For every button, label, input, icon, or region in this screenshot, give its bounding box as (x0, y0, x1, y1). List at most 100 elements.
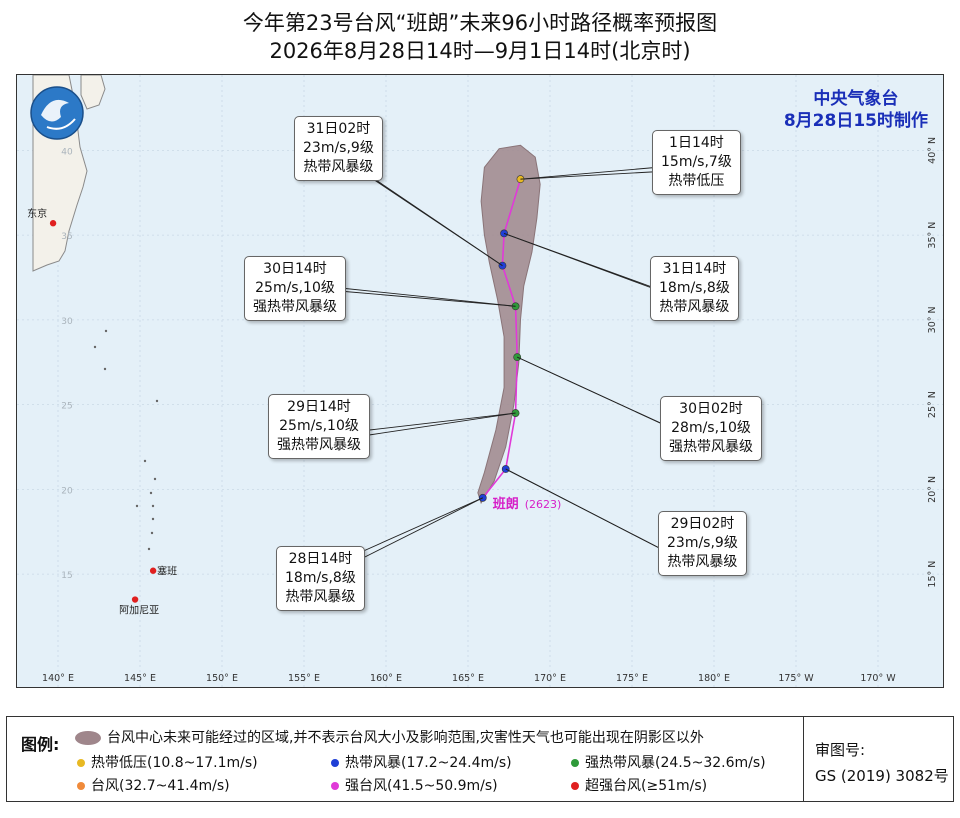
legend-item-label: 强热带风暴(24.5~32.6m/s) (585, 755, 766, 771)
lat-tick-label-left: 20 (61, 486, 73, 496)
ocean (17, 75, 943, 687)
island-mark (103, 367, 107, 371)
island-mark (143, 459, 147, 463)
map-subtitle: 2026年8月28日14时—9月1日14时(北京时) (269, 39, 691, 63)
callout-31d14h: 31日14时 18m/s,8级 热带风暴级 (650, 256, 739, 321)
typhoon-name-label: 班朗 (493, 496, 519, 512)
callout-time: 28日14时 (288, 551, 353, 567)
legend-item-label: 热带风暴(17.2~24.4m/s) (345, 755, 512, 771)
lat-tick-label: 25° N (927, 391, 938, 418)
callout-wind: 25m/s,10级 (255, 280, 335, 296)
leader-line (368, 412, 516, 436)
callout-category: 热带风暴级 (659, 299, 730, 315)
probability-cone (477, 144, 541, 505)
leader-line (330, 286, 516, 307)
callout-31d02h: 31日02时 23m/s,9级 热带风暴级 (294, 116, 383, 181)
lon-tick-label: 175° E (616, 673, 648, 684)
lon-tick-label: 170° W (860, 673, 896, 684)
lon-tick-label: 145° E (124, 673, 156, 684)
legend-item: 超强台风(≥51m/s) (571, 775, 707, 795)
callout-time: 1日14时 (669, 135, 724, 151)
lat-tick-label: 35° N (927, 222, 938, 249)
callout-time: 29日14时 (287, 399, 351, 415)
place-marker (49, 220, 57, 227)
legend-item: 强热带风暴(24.5~32.6m/s) (571, 752, 766, 772)
dot-icon (331, 759, 339, 767)
callout-wind: 28m/s,10级 (671, 420, 751, 436)
lat-tick-label-left: 40 (61, 147, 73, 157)
callout-time: 31日14时 (662, 261, 727, 277)
place-marker (131, 596, 139, 603)
hokkaido-land (80, 75, 106, 110)
island-mark (135, 504, 139, 508)
dot-icon (571, 759, 579, 767)
legend-shade-row: 台风中心未来可能经过的区域,并不表示台风大小及影响范围,灾害性天气也可能出现在阴… (75, 727, 704, 747)
legend-item: 热带风暴(17.2~24.4m/s) (331, 752, 512, 772)
callout-wind: 18m/s,8级 (285, 570, 356, 586)
track-line (482, 178, 522, 499)
place-label: 阿加尼亚 (119, 605, 159, 617)
lon-tick-label: 180° E (698, 673, 730, 684)
cma-logo-icon (41, 99, 69, 122)
legend-panel: 图例: 台风中心未来可能经过的区域,并不表示台风大小及影响范围,灾害性天气也可能… (6, 716, 954, 802)
leader-line (338, 290, 516, 307)
lat-tick-label: 20° N (927, 476, 938, 503)
island-mark (104, 329, 108, 333)
leader-line (505, 468, 674, 556)
place-label: 塞班 (157, 565, 177, 578)
lat-tick-label-left: 30 (61, 317, 73, 327)
callout-30d02h: 30日02时 28m/s,10级 强热带风暴级 (660, 396, 762, 461)
agency-name: 中央气象台 (813, 89, 899, 109)
lat-tick-label-left: 25 (61, 402, 72, 412)
approval-label: 审图号: (815, 741, 866, 759)
island-mark (93, 345, 97, 349)
legend-item: 热带低压(10.8~17.1m/s) (77, 752, 258, 772)
callout-category: 热带风暴级 (667, 554, 738, 570)
map-frame: 班朗 (2623) 东京 塞班 阿加尼亚 140° E 145° E 150° E 155° E… (16, 74, 944, 688)
callout-wind: 23m/s,9级 (303, 140, 374, 156)
map-title: 今年第23号台风“班朗”未来96小时路径概率预报图 (242, 11, 718, 35)
callout-29d14h: 29日14时 25m/s,10级 强热带风暴级 (268, 394, 370, 459)
island-mark (155, 399, 159, 403)
typhoon-code-label: (2623) (525, 498, 562, 511)
cma-logo-icon (46, 118, 76, 130)
leader-line (360, 412, 516, 432)
callout-category: 强热带风暴级 (669, 439, 753, 455)
callout-category: 强热带风暴级 (253, 299, 337, 315)
callout-category: 热带低压 (668, 173, 725, 189)
legend-item-label: 台风(32.7~41.4m/s) (91, 778, 230, 794)
cone-swatch-icon (75, 731, 101, 745)
leader-line (517, 356, 674, 430)
legend-item: 台风(32.7~41.4m/s) (77, 775, 230, 795)
approval-number: GS (2019) 3082号 (815, 767, 949, 785)
callout-wind: 18m/s,8级 (659, 280, 730, 296)
dot-icon (571, 782, 579, 790)
legend-item-label: 超强台风(≥51m/s) (585, 778, 708, 794)
lon-tick-label: 140° E (42, 673, 74, 684)
lon-tick-label: 150° E (206, 673, 238, 684)
dot-icon (331, 782, 339, 790)
lon-tick-label: 165° E (452, 673, 484, 684)
island-mark (149, 491, 153, 495)
dot-icon (77, 782, 85, 790)
legend-item: 强台风(41.5~50.9m/s) (331, 775, 498, 795)
lon-tick-label: 175° W (778, 673, 814, 684)
place-marker (149, 567, 157, 574)
leader-line (520, 166, 662, 180)
leader-line (348, 497, 483, 566)
lat-tick-label: 30° N (927, 306, 938, 333)
callout-30d14h: 30日14时 25m/s,10级 强热带风暴级 (244, 256, 346, 321)
leader-line (520, 170, 670, 180)
agency-made-time: 8月28日15时制作 (783, 111, 928, 131)
lat-tick-label-left: 35 (61, 232, 72, 242)
island-mark (147, 547, 151, 551)
callout-1d14h: 1日14时 15m/s,7级 热带低压 (652, 130, 741, 195)
lat-tick-label-left: 15 (61, 571, 72, 581)
legend-item-label: 热带低压(10.8~17.1m/s) (91, 755, 258, 771)
callout-time: 30日02时 (679, 401, 743, 417)
callout-time: 31日02时 (306, 121, 371, 137)
legend-title: 图例: (21, 735, 60, 754)
lon-tick-label: 160° E (370, 673, 402, 684)
callout-time: 29日02时 (670, 516, 735, 532)
